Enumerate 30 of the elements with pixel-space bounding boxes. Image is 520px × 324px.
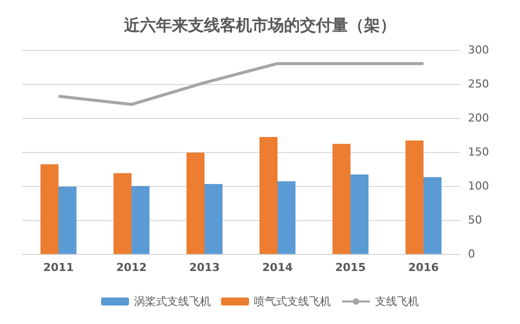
line-series: [57, 62, 425, 106]
bar: [132, 186, 150, 254]
bar: [424, 177, 442, 254]
x-tick-label: 2015: [335, 261, 366, 274]
y-tick-label: 300: [468, 44, 489, 56]
y-tick-label: 0: [468, 248, 475, 260]
bar: [40, 164, 58, 254]
x-tick-label: 2012: [116, 261, 147, 274]
bar: [58, 186, 76, 254]
x-tick-label: 2013: [189, 261, 220, 274]
chart-title: 近六年来支线客机市场的交付量（架）: [123, 16, 396, 34]
y-tick-label: 200: [468, 112, 489, 124]
bar: [332, 144, 350, 254]
legend-label: 支线飞机: [375, 295, 419, 308]
y-tick-label: 50: [468, 214, 482, 226]
bar: [278, 181, 296, 254]
y-tick-label: 150: [468, 146, 489, 158]
bar: [350, 174, 368, 254]
x-tick-label: 2016: [408, 261, 440, 274]
legend-label: 喷气式支线飞机: [254, 295, 331, 308]
bar: [114, 173, 132, 254]
x-tick-label: 2014: [262, 261, 294, 274]
y-tick-label: 100: [468, 180, 489, 192]
bar: [260, 137, 278, 254]
bar: [406, 140, 424, 254]
y-tick-label: 250: [468, 78, 489, 90]
x-tick-label: 2011: [43, 261, 74, 274]
bar: [186, 152, 204, 254]
bar: [204, 184, 222, 254]
legend-label: 涡桨式支线飞机: [134, 295, 211, 308]
